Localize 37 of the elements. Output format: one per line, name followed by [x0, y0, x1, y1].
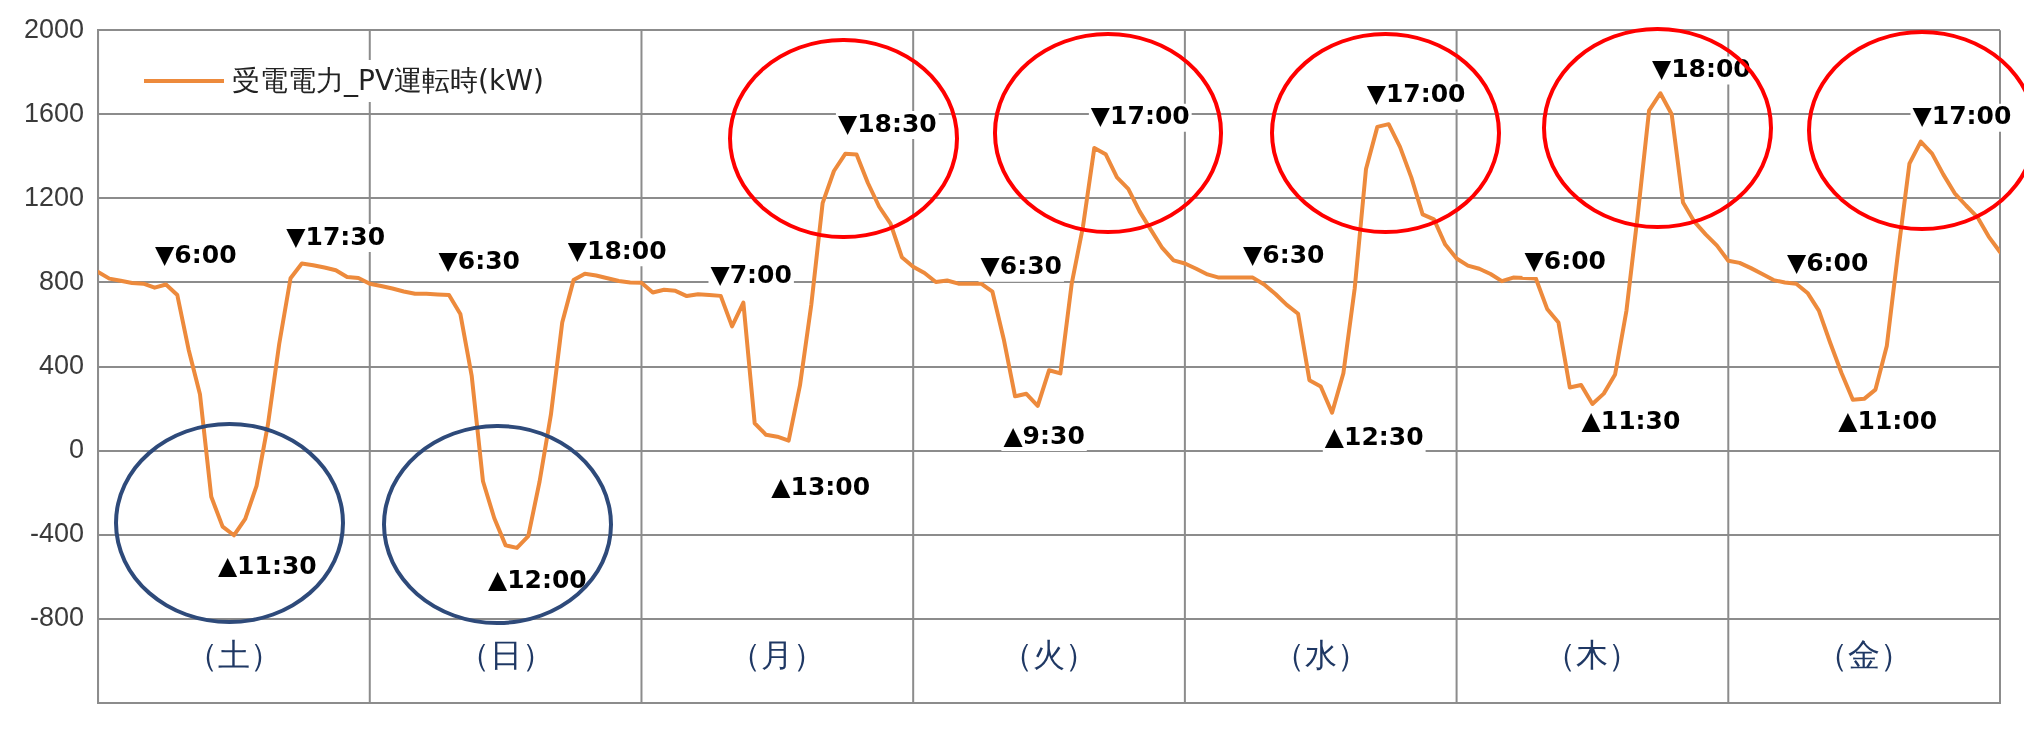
annotation: ▼18:00	[1651, 54, 1751, 84]
y-tick-label: -400	[30, 518, 85, 549]
x-tick-label: （日）	[457, 636, 554, 675]
annotation: ▲9:30	[1003, 420, 1085, 450]
y-tick-label: -800	[30, 602, 85, 633]
annotation: ▼6:30	[438, 246, 520, 276]
legend-label: 受電電力_PV運転時(kW)	[232, 63, 544, 100]
x-tick-label: （火）	[1001, 636, 1098, 675]
annotation: ▼7:00	[710, 259, 792, 289]
annotation: ▼6:00	[155, 239, 237, 269]
x-tick-label: （金）	[1816, 636, 1913, 675]
annotation: ▼18:00	[567, 235, 667, 265]
y-tick-label: 0	[69, 434, 85, 465]
y-tick-label: 800	[39, 265, 85, 296]
annotation: ▼17:00	[1366, 78, 1466, 108]
x-tick-label: （水）	[1272, 636, 1369, 675]
y-tick-label: 1200	[23, 181, 85, 212]
annotation: ▲11:30	[1581, 406, 1681, 436]
annotation: ▼6:30	[1243, 239, 1325, 269]
y-tick-label: 400	[39, 349, 85, 380]
x-tick-label: （月）	[729, 636, 826, 675]
annotation: ▲11:00	[1838, 406, 1938, 436]
annotation: ▼6:00	[1524, 246, 1606, 276]
x-tick-label: （土）	[185, 636, 282, 675]
annotation: ▼6:00	[1786, 248, 1869, 278]
annotation: ▲11:30	[217, 551, 317, 581]
annotation: ▲12:00	[487, 564, 587, 594]
annotation: ▼18:30	[837, 108, 937, 138]
annotation: ▼17:00	[1912, 101, 2012, 131]
annotation: ▲12:30	[1324, 421, 1424, 451]
x-tick-label: （木）	[1544, 636, 1641, 675]
y-tick-label: 2000	[23, 13, 85, 44]
annotation: ▼17:00	[1090, 101, 1190, 131]
annotation: ▼6:30	[980, 251, 1062, 281]
annotation: ▼17:30	[286, 221, 386, 251]
y-tick-label: 1600	[23, 97, 85, 128]
annotation: ▲13:00	[771, 471, 871, 501]
